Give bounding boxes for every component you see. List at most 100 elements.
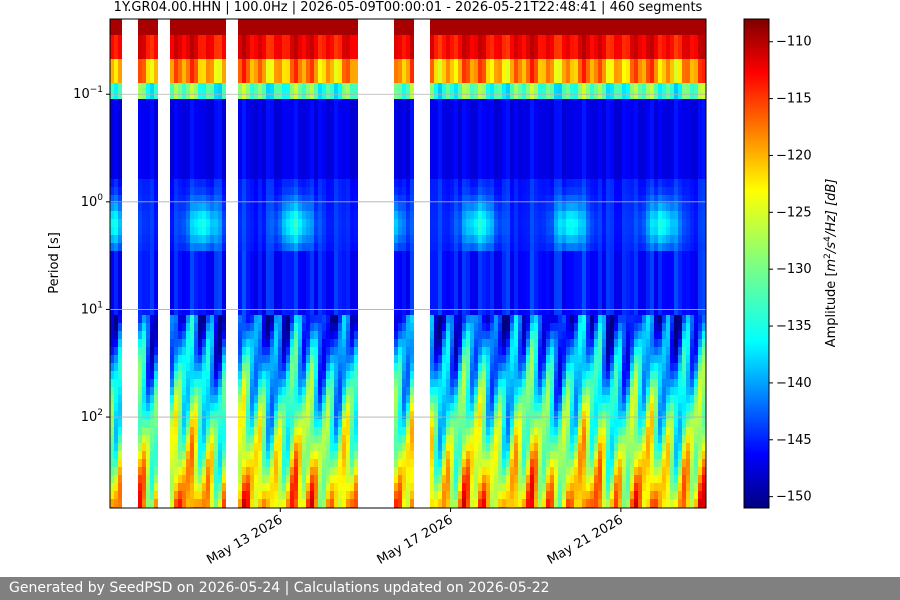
heatmap-cell bbox=[430, 91, 434, 99]
heatmap-cell bbox=[474, 99, 478, 107]
heatmap-cell bbox=[478, 115, 482, 123]
heatmap-cell bbox=[498, 275, 502, 283]
heatmap-cell bbox=[294, 83, 298, 91]
heatmap-cell bbox=[218, 323, 222, 331]
heatmap-cell bbox=[406, 291, 410, 299]
heatmap-cell bbox=[274, 115, 278, 123]
heatmap-cell bbox=[222, 59, 226, 67]
heatmap-cell bbox=[342, 83, 346, 91]
heatmap-cell bbox=[438, 307, 442, 315]
heatmap-cell bbox=[210, 51, 214, 59]
heatmap-cell bbox=[198, 363, 202, 371]
heatmap-cell bbox=[326, 75, 330, 83]
heatmap-cell bbox=[342, 19, 346, 27]
heatmap-cell bbox=[146, 35, 150, 43]
heatmap-cell bbox=[154, 315, 158, 323]
heatmap-cell bbox=[474, 155, 478, 163]
heatmap-cell bbox=[322, 83, 326, 91]
heatmap-cell bbox=[454, 123, 458, 131]
heatmap-cell bbox=[194, 27, 198, 35]
heatmap-cell bbox=[258, 59, 262, 67]
heatmap-cell bbox=[198, 67, 202, 75]
heatmap-cell bbox=[438, 139, 442, 147]
heatmap-cell bbox=[194, 267, 198, 275]
heatmap-cell bbox=[142, 115, 146, 123]
heatmap-cell bbox=[446, 443, 450, 451]
heatmap-cell bbox=[238, 59, 242, 67]
heatmap-cell bbox=[482, 387, 486, 395]
heatmap-cell bbox=[298, 363, 302, 371]
heatmap-cell bbox=[506, 203, 510, 211]
heatmap-cell bbox=[470, 395, 474, 403]
heatmap-cell bbox=[274, 339, 278, 347]
heatmap-cell bbox=[146, 459, 150, 467]
heatmap-cell bbox=[110, 107, 114, 115]
heatmap-cell bbox=[282, 267, 286, 275]
heatmap-cell bbox=[278, 323, 282, 331]
heatmap-cell bbox=[338, 459, 342, 467]
heatmap-cell bbox=[454, 443, 458, 451]
heatmap-cell bbox=[482, 43, 486, 51]
heatmap-cell bbox=[214, 123, 218, 131]
heatmap-cell bbox=[478, 179, 482, 187]
heatmap-cell bbox=[514, 99, 518, 107]
heatmap-cell bbox=[406, 219, 410, 227]
heatmap-cell bbox=[518, 131, 522, 139]
heatmap-cell bbox=[206, 387, 210, 395]
heatmap-cell bbox=[298, 35, 302, 43]
heatmap-cell bbox=[118, 139, 122, 147]
heatmap-cell bbox=[178, 355, 182, 363]
heatmap-cell bbox=[486, 43, 490, 51]
heatmap-cell bbox=[302, 467, 306, 475]
heatmap-cell bbox=[354, 331, 358, 339]
heatmap-cell bbox=[494, 299, 498, 307]
heatmap-cell bbox=[490, 387, 494, 395]
heatmap-cell bbox=[154, 411, 158, 419]
heatmap-cell bbox=[274, 219, 278, 227]
heatmap-cell bbox=[218, 411, 222, 419]
heatmap-cell bbox=[346, 323, 350, 331]
heatmap-cell bbox=[270, 203, 274, 211]
heatmap-cell bbox=[334, 211, 338, 219]
heatmap-cell bbox=[502, 419, 506, 427]
heatmap-cell bbox=[466, 291, 470, 299]
heatmap-cell bbox=[294, 187, 298, 195]
heatmap-cell bbox=[322, 283, 326, 291]
heatmap-cell bbox=[486, 131, 490, 139]
heatmap-cell bbox=[450, 123, 454, 131]
heatmap-cell bbox=[290, 403, 294, 411]
heatmap-cell bbox=[506, 19, 510, 27]
heatmap-cell bbox=[430, 363, 434, 371]
heatmap-cell bbox=[514, 27, 518, 35]
heatmap-cell bbox=[338, 243, 342, 251]
heatmap-cell bbox=[262, 227, 266, 235]
heatmap-cell bbox=[282, 107, 286, 115]
heatmap-cell bbox=[178, 19, 182, 27]
heatmap-cell bbox=[478, 379, 482, 387]
heatmap-cell bbox=[338, 179, 342, 187]
heatmap-cell bbox=[518, 35, 522, 43]
heatmap-cell bbox=[462, 459, 466, 467]
heatmap-cell bbox=[174, 243, 178, 251]
heatmap-cell bbox=[402, 99, 406, 107]
heatmap-cell bbox=[186, 187, 190, 195]
heatmap-cell bbox=[330, 243, 334, 251]
heatmap-cell bbox=[314, 323, 318, 331]
heatmap-cell bbox=[290, 67, 294, 75]
heatmap-cell bbox=[322, 427, 326, 435]
heatmap-cell bbox=[450, 203, 454, 211]
heatmap-cell bbox=[406, 467, 410, 475]
heatmap-cell bbox=[110, 59, 114, 67]
heatmap-cell bbox=[454, 51, 458, 59]
heatmap-cell bbox=[438, 443, 442, 451]
heatmap-cell bbox=[462, 131, 466, 139]
heatmap-cell bbox=[470, 19, 474, 27]
heatmap-cell bbox=[334, 451, 338, 459]
heatmap-cell bbox=[326, 275, 330, 283]
heatmap-cell bbox=[114, 99, 118, 107]
heatmap-cell bbox=[354, 19, 358, 27]
heatmap-cell bbox=[298, 243, 302, 251]
heatmap-cell bbox=[478, 259, 482, 267]
heatmap-cell bbox=[350, 363, 354, 371]
heatmap-cell bbox=[482, 259, 486, 267]
